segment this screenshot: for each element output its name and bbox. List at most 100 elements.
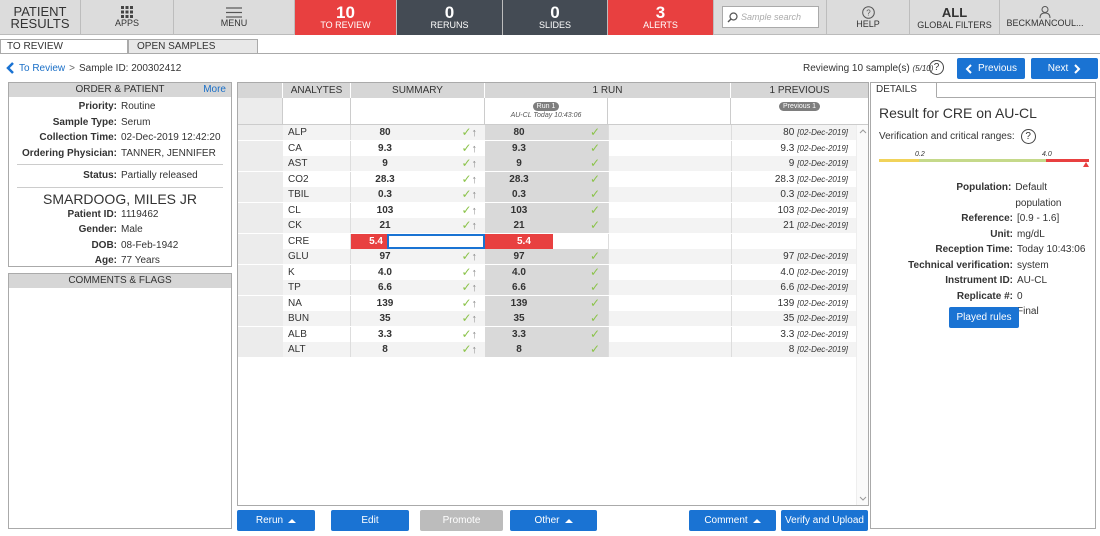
scroll-down-icon[interactable]	[858, 495, 868, 503]
check-icon: ✓	[589, 125, 600, 139]
summary-value[interactable]: 28.3	[375, 173, 395, 185]
run-extra-subheader	[608, 98, 731, 125]
run-value[interactable]: 0.3	[485, 187, 553, 202]
summary-status: ✓↑	[419, 125, 485, 140]
table-row[interactable]: CL 103 ✓↑ 103 ✓ 103 [02-Dec-2019]	[238, 202, 856, 218]
trend-up-icon: ↑	[471, 173, 478, 186]
summary-value[interactable]: 103	[376, 204, 394, 216]
breadcrumb-to-review-link[interactable]: To Review	[19, 62, 66, 74]
reruns-counter[interactable]: 0 RERUNS	[397, 0, 503, 35]
trend-up-icon: ↑	[471, 251, 478, 263]
played-rules-button[interactable]: Played rules	[949, 307, 1019, 328]
run-value[interactable]: 80	[485, 125, 553, 140]
details-tab[interactable]: DETAILS	[871, 83, 937, 98]
run-value[interactable]: 139	[485, 295, 553, 311]
table-row[interactable]: TP 6.6 ✓↑ 6.6 ✓ 6.6 [02-Dec-2019]	[238, 280, 856, 295]
run-value[interactable]: 6.6	[485, 280, 553, 295]
table-row[interactable]: CRE 5.4 5.4	[238, 233, 856, 249]
run-extra-cell	[608, 125, 731, 140]
edit-button[interactable]: Edit	[331, 510, 409, 531]
tab-to-review[interactable]: TO REVIEW	[0, 39, 128, 53]
scroll-up-icon[interactable]	[858, 127, 868, 135]
row-gutter	[238, 187, 283, 202]
run-extra-cell	[608, 264, 731, 280]
help-button[interactable]: ? HELP	[827, 0, 910, 35]
summary-value[interactable]: 80	[379, 127, 391, 138]
run-value[interactable]: 5.4	[485, 233, 553, 249]
run-value[interactable]: 21	[485, 218, 553, 233]
run-value[interactable]: 97	[485, 249, 553, 264]
slides-counter[interactable]: 0 SLIDES	[503, 0, 608, 35]
previous-button[interactable]: Previous	[957, 58, 1025, 79]
table-row[interactable]: CA 9.3 ✓↑ 9.3 ✓ 9.3 [02-Dec-2019]	[238, 140, 856, 156]
table-row[interactable]: ALP 80 ✓↑ 80 ✓ 80 [02-Dec-2019]	[238, 125, 856, 140]
verify-upload-button[interactable]: Verify and Upload	[781, 510, 868, 531]
check-icon: ✓	[461, 187, 472, 201]
reviewing-help-icon[interactable]: ?	[929, 60, 944, 75]
details-fields: Population: Default population Reference:[…	[871, 180, 1095, 320]
grid-scrollbar[interactable]	[856, 125, 868, 505]
table-row[interactable]: ALB 3.3 ✓↑ 3.3 ✓ 3.3 [02-Dec-2019]	[238, 326, 856, 342]
run-value[interactable]: 9.3	[485, 140, 553, 156]
previous-value: 103	[777, 204, 795, 216]
summary-value[interactable]: 6.6	[378, 282, 392, 293]
table-row[interactable]: BUN 35 ✓↑ 35 ✓ 35 [02-Dec-2019]	[238, 311, 856, 326]
next-button[interactable]: Next	[1031, 58, 1098, 79]
back-chevron-icon[interactable]	[6, 62, 15, 74]
run-value[interactable]: 28.3	[485, 171, 553, 187]
analytes-header: ANALYTES	[283, 83, 351, 98]
table-row[interactable]: ALT 8 ✓↑ 8 ✓ 8 [02-Dec-2019]	[238, 342, 856, 357]
sample-search-input[interactable]: Sample search	[722, 6, 819, 28]
trend-up-icon: ↑	[471, 204, 478, 217]
menu-button[interactable]: MENU	[174, 0, 295, 35]
order-more-link[interactable]: More	[203, 84, 226, 95]
table-row[interactable]: NA 139 ✓↑ 139 ✓ 139 [02-Dec-2019]	[238, 295, 856, 311]
ranges-help-icon[interactable]: ?	[1020, 129, 1036, 144]
tab-open-samples[interactable]: OPEN SAMPLES	[128, 39, 258, 53]
comment-button[interactable]: Comment	[689, 510, 776, 531]
apps-button[interactable]: APPS	[81, 0, 174, 35]
user-menu[interactable]: BECKMANCOUL...	[1000, 0, 1090, 35]
app-title[interactable]: PATIENT RESULTS	[0, 0, 81, 35]
run-value[interactable]: 9	[485, 156, 553, 171]
svg-text:?: ?	[866, 8, 871, 17]
table-row[interactable]: CO2 28.3 ✓↑ 28.3 ✓ 28.3 [02-Dec-2019]	[238, 171, 856, 187]
summary-value[interactable]: 0.3	[378, 189, 392, 200]
previous-value: 139	[777, 297, 795, 309]
summary-value[interactable]: 21	[379, 220, 391, 231]
summary-value[interactable]: 97	[379, 251, 391, 262]
previous-date: [02-Dec-2019]	[797, 329, 848, 339]
details-field-row: Reception Time: Today 10:43:06	[871, 242, 1095, 258]
table-row[interactable]: AST 9 ✓↑ 9 ✓ 9 [02-Dec-2019]	[238, 156, 856, 171]
summary-value[interactable]: 3.3	[378, 328, 392, 340]
other-button[interactable]: Other	[510, 510, 597, 531]
summary-value[interactable]: 8	[382, 344, 388, 355]
table-row[interactable]: K 4.0 ✓↑ 4.0 ✓ 4.0 [02-Dec-2019]	[238, 264, 856, 280]
alerts-counter[interactable]: 3 ALERTS	[608, 0, 714, 35]
previous-label: Previous	[978, 63, 1017, 74]
run-value[interactable]: 8	[485, 342, 553, 357]
global-filters-button[interactable]: ALL GLOBAL FILTERS	[910, 0, 1000, 35]
previous-date: [02-Dec-2019]	[797, 267, 848, 277]
to-review-counter[interactable]: 10 TO REVIEW	[295, 0, 397, 35]
table-row[interactable]: TBIL 0.3 ✓↑ 0.3 ✓ 0.3 [02-Dec-2019]	[238, 187, 856, 202]
run-value[interactable]: 103	[485, 202, 553, 218]
run-value[interactable]: 35	[485, 311, 553, 326]
run-check-cell: ✓	[553, 171, 608, 187]
comments-flags-header: COMMENTS & FLAGS	[9, 274, 231, 288]
run-value[interactable]: 4.0	[485, 264, 553, 280]
summary-value[interactable]: 35	[379, 313, 391, 324]
details-tab-line	[937, 97, 1095, 98]
run-value[interactable]: 3.3	[485, 326, 553, 342]
summary-edit-input[interactable]	[387, 233, 485, 249]
patient-field-value: Male	[121, 224, 143, 235]
rerun-button[interactable]: Rerun	[237, 510, 315, 531]
table-row[interactable]: GLU 97 ✓↑ 97 ✓ 97 [02-Dec-2019]	[238, 249, 856, 264]
promote-button[interactable]: Promote	[420, 510, 503, 531]
table-row[interactable]: CK 21 ✓↑ 21 ✓ 21 [02-Dec-2019]	[238, 218, 856, 233]
summary-value[interactable]: 9.3	[378, 142, 392, 154]
summary-value[interactable]: 139	[376, 297, 394, 309]
run-check-cell: ✓	[553, 140, 608, 156]
summary-value[interactable]: 4.0	[378, 266, 392, 278]
summary-value[interactable]: 9	[382, 158, 388, 169]
